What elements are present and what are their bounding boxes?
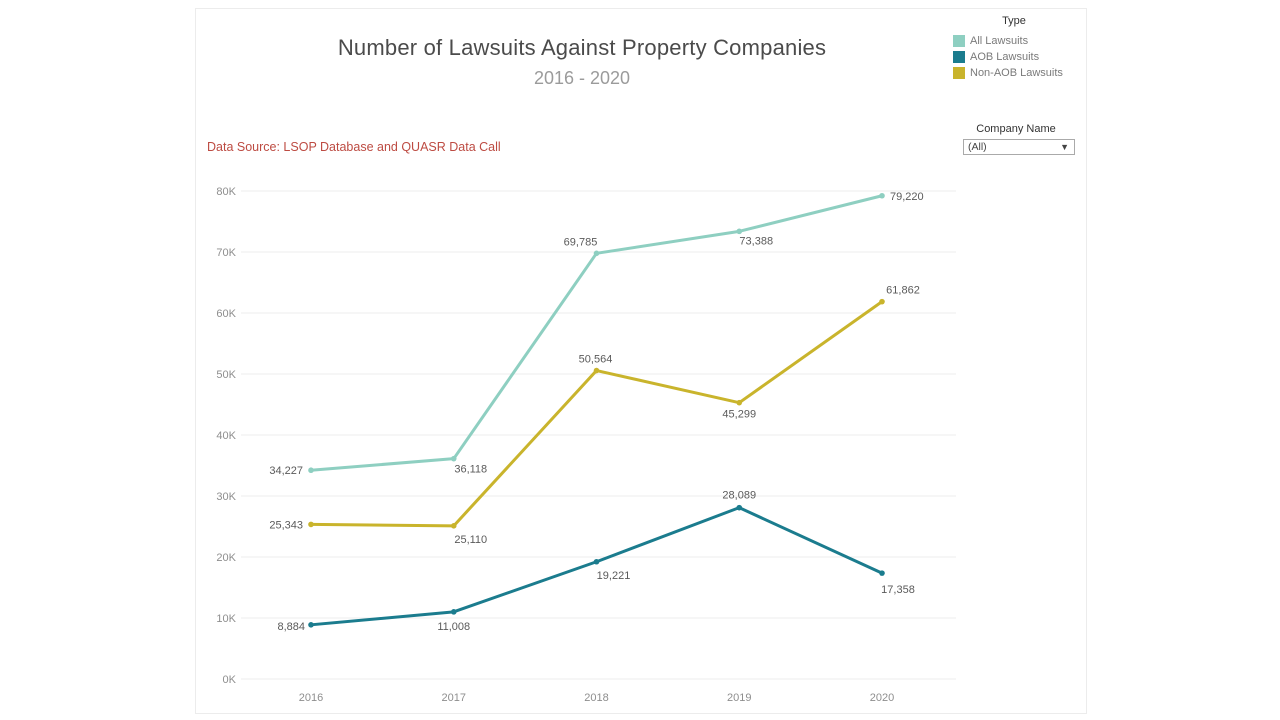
data-point[interactable] <box>879 192 885 199</box>
data-point[interactable] <box>879 570 885 576</box>
line-chart: 0K 10K 20K 30K 40K 50K 60K 70K 80K 2016 2017 2018 20… <box>216 186 956 704</box>
data-point-label: 45,299 <box>722 409 756 421</box>
data-point[interactable] <box>450 455 457 462</box>
data-point[interactable] <box>450 523 457 529</box>
y-axis-tick: 60K <box>216 308 236 320</box>
y-axis-tick: 30K <box>216 491 236 503</box>
x-axis-tick: 2016 <box>299 692 323 704</box>
filter-label: Company Name <box>976 123 1056 135</box>
data-point[interactable] <box>308 467 314 474</box>
data-point-label: 36,118 <box>454 464 487 476</box>
data-point-label: 69,785 <box>564 236 598 248</box>
caret-down-icon: ▼ <box>1060 141 1069 152</box>
data-point-label: 17,358 <box>881 584 915 596</box>
data-point[interactable] <box>736 228 743 235</box>
legend: Type All Lawsuits AOB Lawsuits Non-AOB Law… <box>953 15 1075 81</box>
legend-swatch-icon <box>953 51 965 63</box>
legend-swatch-icon <box>953 67 965 79</box>
data-point-label: 19,221 <box>597 570 631 582</box>
legend-items: All Lawsuits AOB Lawsuits Non-AOB Lawsuits <box>953 33 1075 81</box>
y-axis-tick: 20K <box>216 552 236 564</box>
line-series-non-aob-lawsuits <box>309 300 884 528</box>
dropdown-value: (All) <box>968 141 987 153</box>
legend-item-label: All Lawsuits <box>970 35 1029 47</box>
data-point[interactable] <box>593 367 600 374</box>
legend-item-label: AOB Lawsuits <box>970 51 1040 63</box>
x-axis-tick: 2019 <box>727 692 751 704</box>
company-filter: Company Name (All) ▼ <box>951 123 1081 155</box>
data-point-label: 34,227 <box>269 465 303 477</box>
data-point-label: 25,110 <box>454 534 487 546</box>
x-axis-tick: 2018 <box>584 692 608 704</box>
legend-title: Type <box>1002 15 1026 27</box>
data-point[interactable] <box>879 298 885 305</box>
data-point[interactable] <box>450 609 457 615</box>
y-axis-tick: 70K <box>216 247 236 259</box>
data-point-label: 79,220 <box>890 191 924 203</box>
chart-title: Number of Lawsuits Against Property Comp… <box>337 35 827 60</box>
data-source-note: Data Source: LSOP Database and QUASR Dat… <box>207 140 501 154</box>
data-point-label: 61,862 <box>886 285 920 297</box>
data-point[interactable] <box>736 504 743 511</box>
y-axis-tick: 10K <box>216 613 236 625</box>
data-point-label: 25,343 <box>269 519 303 531</box>
dashboard-panel: 0K 10K 20K 30K 40K 50K 60K 70K 80K 2016 2017 2018 20… <box>195 8 1087 714</box>
y-axis-tick: 0K <box>223 674 237 686</box>
data-point[interactable] <box>308 622 314 628</box>
data-point-label: 50,564 <box>579 354 613 366</box>
y-axis-tick: 50K <box>216 369 236 381</box>
data-point[interactable] <box>736 399 743 406</box>
legend-swatch-icon <box>953 35 965 47</box>
legend-item-label: Non-AOB Lawsuits <box>970 67 1063 79</box>
data-point[interactable] <box>593 558 600 565</box>
chart-subtitle: 2016 - 2020 <box>533 68 631 88</box>
data-point[interactable] <box>308 521 314 528</box>
title-block: Number of Lawsuits Against Property Comp… <box>286 35 878 89</box>
legend-item[interactable]: AOB Lawsuits <box>953 49 1075 65</box>
data-point[interactable] <box>593 250 600 257</box>
x-axis-tick: 2020 <box>870 692 894 704</box>
y-axis-tick: 80K <box>216 186 236 198</box>
data-point-label: 28,089 <box>722 490 756 502</box>
data-point-label: 73,388 <box>739 235 773 247</box>
x-axis-tick: 2017 <box>442 692 466 704</box>
data-point-label: 11,008 <box>437 621 470 633</box>
y-axis-tick: 40K <box>216 430 236 442</box>
data-point-label: 8,884 <box>277 621 305 633</box>
legend-item[interactable]: All Lawsuits <box>953 33 1075 49</box>
legend-item[interactable]: Non-AOB Lawsuits <box>953 65 1075 81</box>
company-dropdown[interactable]: (All) ▼ <box>963 139 1075 155</box>
